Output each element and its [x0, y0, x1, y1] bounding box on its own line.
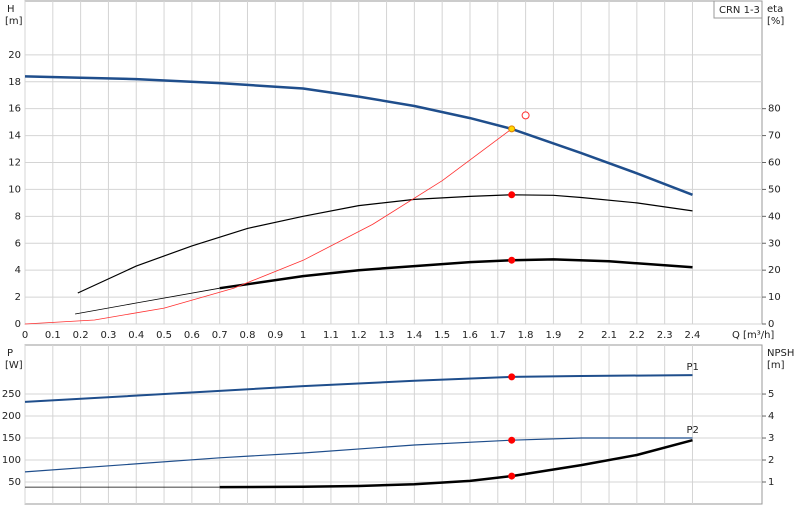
x-tick-label: 1.9: [545, 330, 561, 341]
x-tick-label: 2: [578, 330, 584, 341]
x-tick-label: 2.1: [601, 330, 617, 341]
curve: [219, 438, 693, 489]
x-tick-label: 0.8: [240, 330, 256, 341]
curve: [77, 194, 693, 294]
series-label: P2: [686, 425, 698, 436]
x-tick-label: 0.7: [212, 330, 228, 341]
y-axis-label: P: [7, 348, 13, 359]
y-axis-unit: [m]: [5, 16, 23, 27]
y2-axis-unit: [m]: [767, 360, 785, 371]
y-tick-label: 4: [15, 265, 21, 276]
y-axis-label: H: [7, 4, 15, 15]
x-tick-label: 1.2: [351, 330, 367, 341]
point: [508, 472, 516, 480]
point: [521, 111, 530, 120]
y-tick-label: 16: [8, 104, 21, 115]
y2-tick-label: 20: [768, 265, 781, 276]
y-tick-label: 100: [2, 455, 21, 466]
series-label: P1: [686, 362, 698, 373]
y-tick-label: 2: [15, 292, 21, 303]
curve: [24, 437, 693, 473]
y2-tick-label: 70: [768, 131, 781, 142]
y-tick-label: 14: [8, 131, 21, 142]
chart-title: CRN 1-3: [719, 5, 760, 16]
x-tick-label: 1.5: [434, 330, 450, 341]
y-tick-label: 10: [8, 184, 21, 195]
y-tick-label: 200: [2, 411, 21, 422]
curve: [24, 75, 693, 196]
x-tick-label: 1: [300, 330, 306, 341]
point: [508, 191, 516, 199]
y2-tick-label: 30: [768, 238, 781, 249]
y2-axis-label: eta: [767, 4, 783, 15]
x-tick-label: 0.5: [156, 330, 172, 341]
point: [508, 256, 516, 264]
x-tick-label: 0.2: [73, 330, 89, 341]
y-tick-label: 50: [8, 477, 21, 488]
y-tick-label: 18: [8, 77, 21, 88]
x-tick-label: 1.6: [462, 330, 478, 341]
x-tick-label: 1.3: [379, 330, 395, 341]
y-tick-label: 0: [15, 319, 21, 330]
y-tick-label: 12: [8, 158, 21, 169]
y2-tick-label: 0: [768, 319, 774, 330]
point: [508, 373, 516, 381]
y2-tick-label: 5: [768, 389, 774, 400]
point: [508, 436, 516, 444]
x-axis-label: Q [m³/h]: [732, 330, 774, 341]
x-tick-label: 2.3: [657, 330, 673, 341]
curve: [24, 128, 512, 325]
y2-tick-label: 3: [768, 433, 774, 444]
y2-tick-label: 1: [768, 477, 774, 488]
y2-tick-label: 10: [768, 292, 781, 303]
x-tick-label: 0.9: [267, 330, 283, 341]
curve: [75, 287, 220, 315]
y-axis-unit: [W]: [5, 360, 23, 371]
y2-tick-label: 40: [768, 211, 781, 222]
y-tick-label: 8: [15, 211, 21, 222]
y2-axis-label: NPSH: [767, 348, 794, 359]
x-tick-label: 0.4: [128, 330, 144, 341]
x-tick-label: 0.3: [100, 330, 116, 341]
y2-tick-label: 2: [768, 455, 774, 466]
y-tick-label: 250: [2, 389, 21, 400]
x-tick-label: 2.2: [629, 330, 645, 341]
y2-tick-label: 60: [768, 158, 781, 169]
y2-tick-label: 80: [768, 104, 781, 115]
y2-axis-unit: [%]: [767, 16, 784, 27]
y2-tick-label: 4: [768, 411, 774, 422]
x-tick-label: 1.8: [518, 330, 534, 341]
y-tick-label: 6: [15, 238, 21, 249]
curve: [219, 258, 693, 290]
title-box: [713, 0, 763, 19]
x-tick-label: 2.4: [685, 330, 701, 341]
y-tick-label: 150: [2, 433, 21, 444]
point: [508, 125, 516, 133]
x-tick-label: 0: [22, 330, 28, 341]
x-tick-label: 1.7: [490, 330, 506, 341]
x-tick-label: 1.1: [323, 330, 339, 341]
x-tick-label: 0.1: [45, 330, 61, 341]
y2-tick-label: 50: [768, 184, 781, 195]
x-tick-label: 0.6: [184, 330, 200, 341]
curve: [24, 374, 693, 403]
y-tick-label: 20: [8, 50, 21, 61]
x-tick-label: 1.4: [406, 330, 422, 341]
